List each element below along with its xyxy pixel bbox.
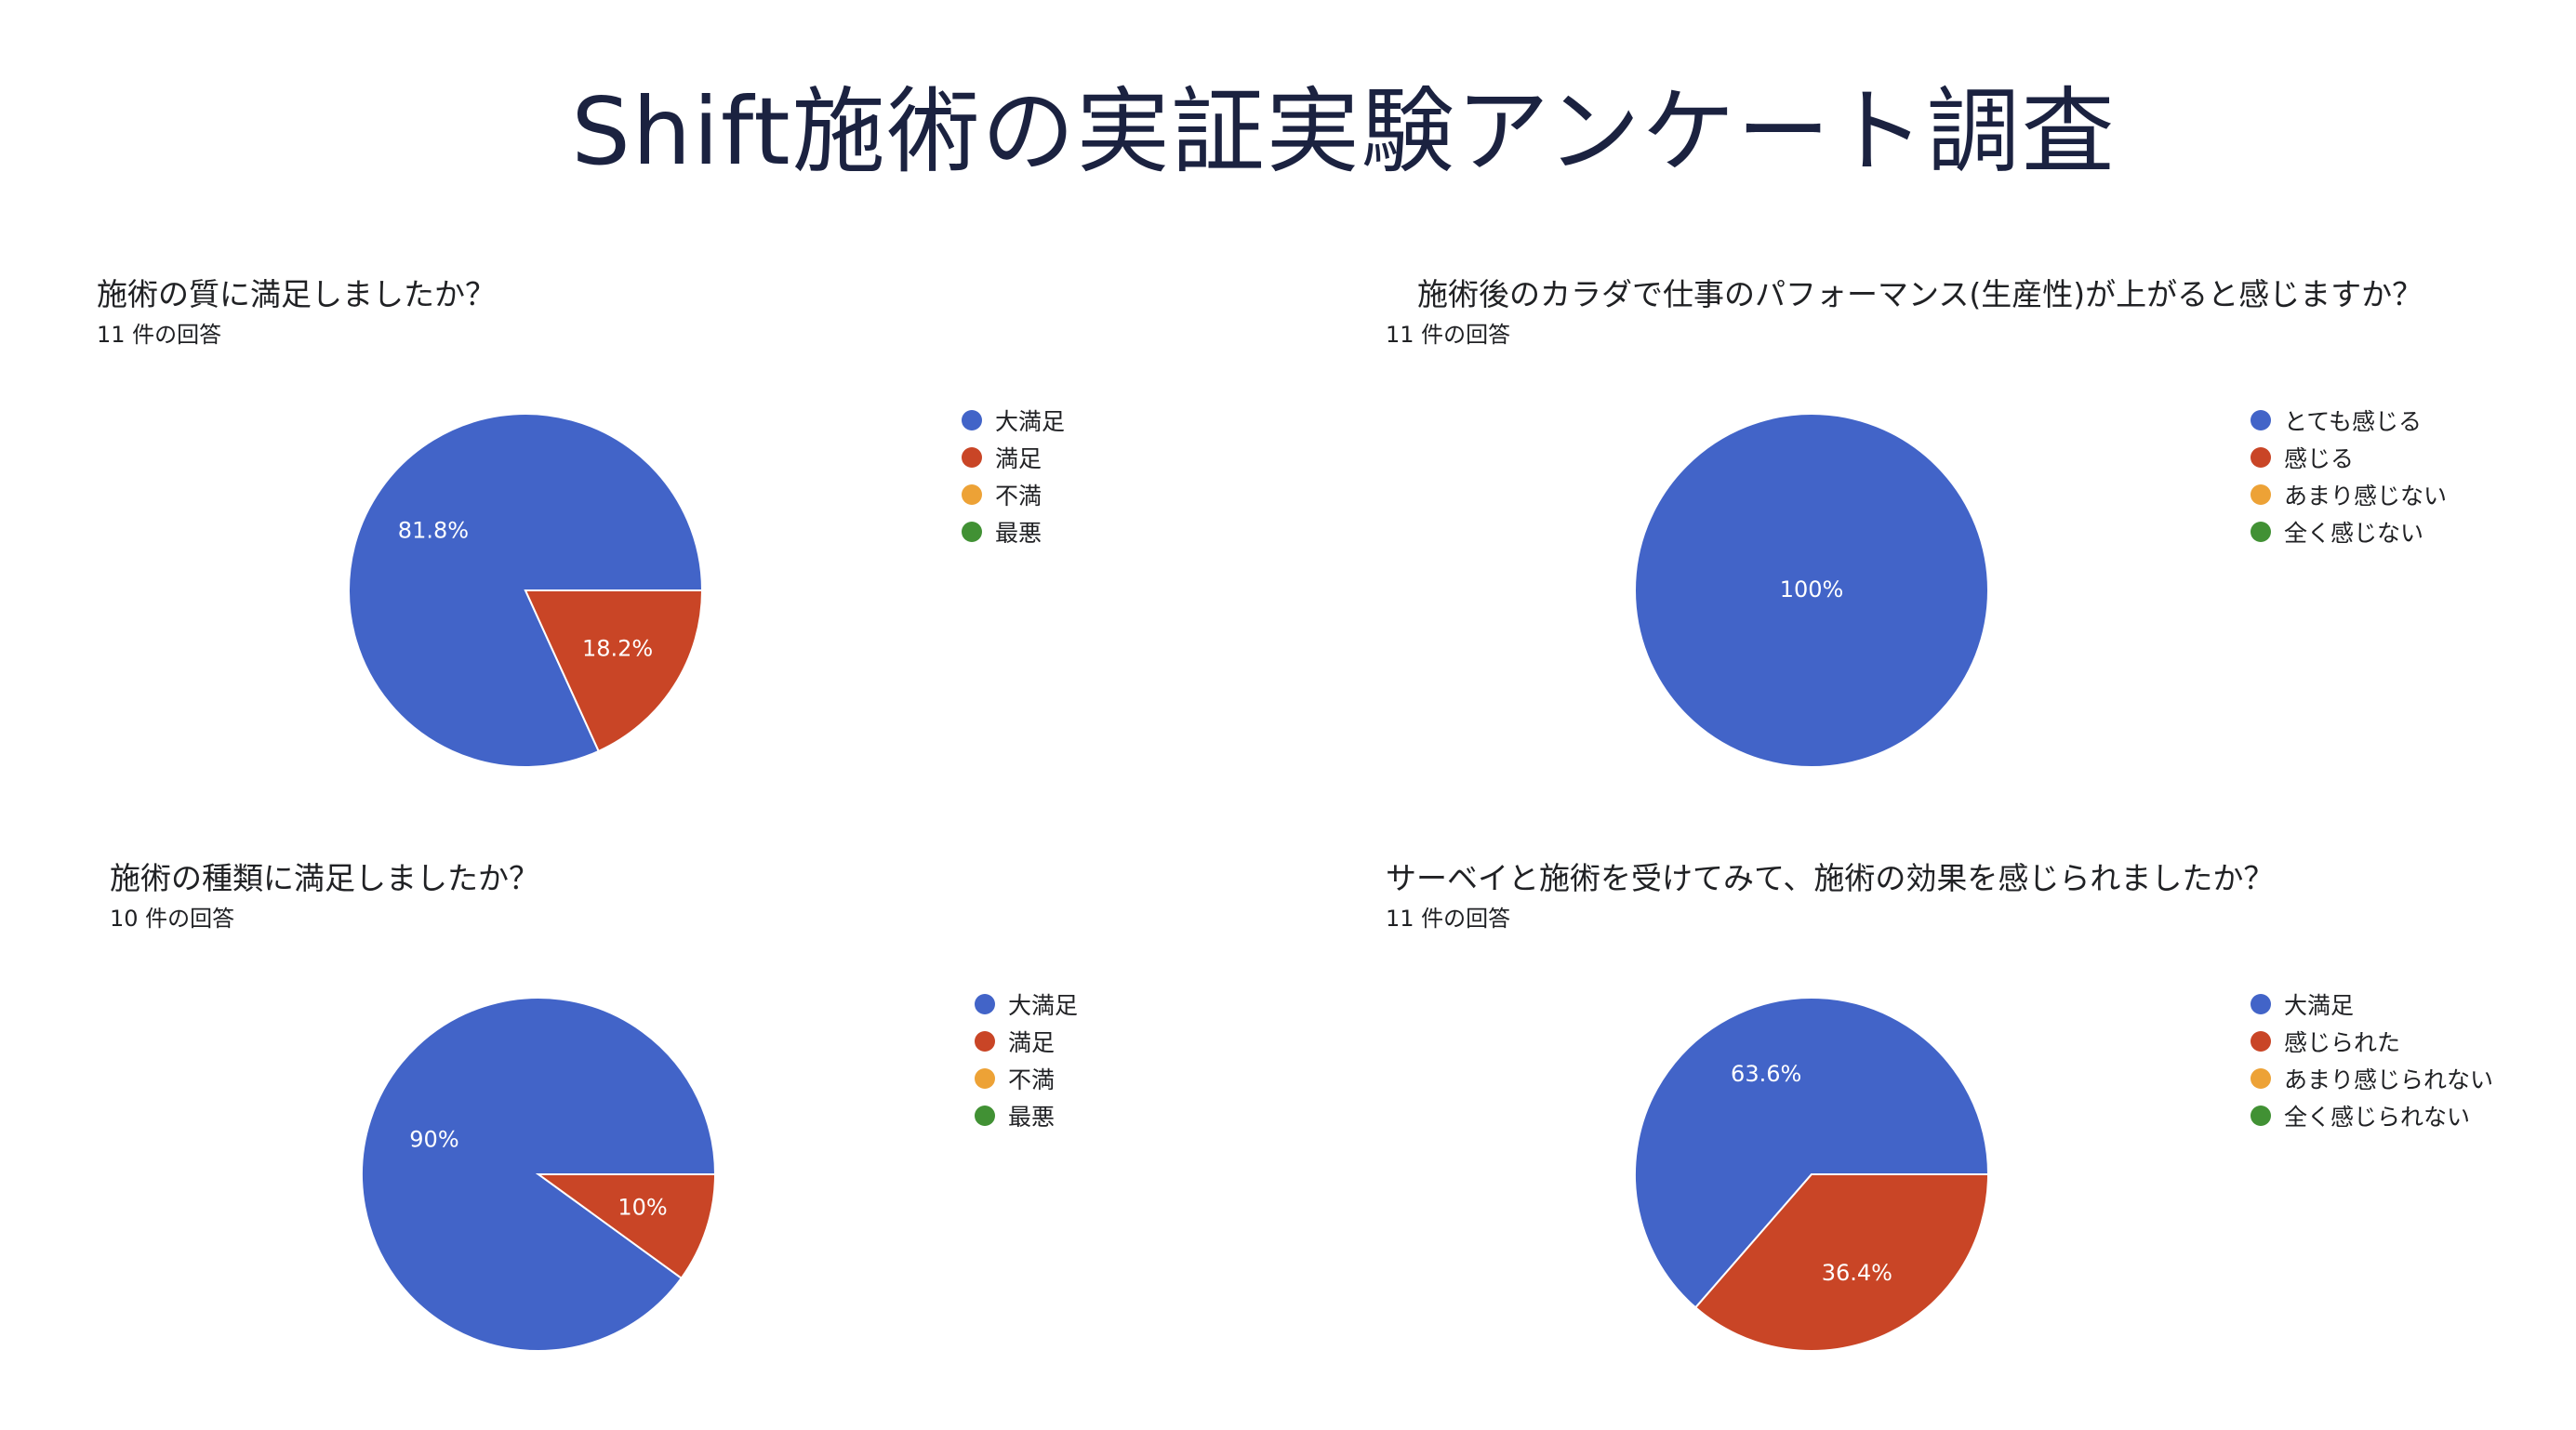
chart-panel-performance: 施術後のカラダで仕事のパフォーマンス(生産性)が上がると感じますか？ 11 件の… xyxy=(1386,270,2576,846)
chart-panel-type: 施術の種類に満足しましたか？ 10 件の回答 90% 10% 大満足満足不満最悪 xyxy=(110,854,1319,1430)
legend-label: 感じられた xyxy=(2284,1029,2401,1056)
response-count: 11 件の回答 xyxy=(97,322,222,348)
legend-swatch xyxy=(975,1068,995,1089)
legend-swatch xyxy=(2251,1031,2271,1052)
legend-swatch xyxy=(2251,410,2271,430)
legend-item[interactable]: あまり感じられない xyxy=(2251,1060,2493,1097)
chart-title: サーベイと施術を受けてみて、施術の効果を感じられましたか？ xyxy=(1386,860,2275,896)
slice-label: 36.4% xyxy=(1822,1260,1892,1286)
legend-item[interactable]: 不満 xyxy=(975,1060,1078,1097)
pie-slice xyxy=(524,589,704,753)
legend-item[interactable]: 感じる xyxy=(2251,439,2447,476)
legend-swatch xyxy=(2251,994,2271,1014)
legend-item[interactable]: 満足 xyxy=(962,439,1065,476)
chart-panel-quality: 施術の質に満足しましたか？ 11 件の回答 81.8% 18.2% 大満足満足不満… xyxy=(97,270,1306,846)
legend-swatch xyxy=(2251,484,2271,505)
pie-slice xyxy=(535,1173,717,1280)
legend-swatch xyxy=(2251,522,2271,542)
response-count: 11 件の回答 xyxy=(1386,906,1511,932)
legend-label: 最悪 xyxy=(1008,1104,1056,1131)
legend-item[interactable]: 全く感じない xyxy=(2251,513,2447,550)
pie-chart: 100% xyxy=(1634,413,1989,768)
page-title: Shift施術の実証実験アンケート調査 xyxy=(571,77,2117,186)
slice-label: 18.2% xyxy=(582,636,653,662)
legend-label: 全く感じない xyxy=(2284,520,2424,547)
legend-item[interactable]: 感じられた xyxy=(2251,1023,2493,1060)
legend-item[interactable]: 満足 xyxy=(975,1023,1078,1060)
legend-swatch xyxy=(962,522,982,542)
chart-legend: 大満足 満足 不満 最悪 xyxy=(962,402,1065,550)
legend-label: 感じる xyxy=(2284,445,2355,472)
pie-slice xyxy=(1634,997,1990,1309)
legend-item[interactable]: とても感じる xyxy=(2251,402,2447,439)
legend-swatch xyxy=(962,447,982,468)
slice-label: 100% xyxy=(1780,576,1844,602)
chart-panel-effect: サーベイと施術を受けてみて、施術の効果を感じられましたか？ 11 件の回答 63… xyxy=(1386,854,2576,1430)
chart-legend: 大満足 満足 不満 最悪 xyxy=(975,986,1078,1134)
legend-label: 大満足 xyxy=(2284,992,2355,1019)
slice-label: 90% xyxy=(409,1127,458,1153)
legend-item[interactable]: 大満足 xyxy=(962,402,1065,439)
response-count: 10 件の回答 xyxy=(110,906,235,932)
legend-label: 全く感じられない xyxy=(2284,1104,2471,1131)
legend-swatch xyxy=(2251,447,2271,468)
chart-title: 施術の質に満足しましたか？ xyxy=(97,276,496,312)
pie-chart: 81.8% 18.2% xyxy=(348,413,704,768)
legend-item[interactable]: 最悪 xyxy=(975,1097,1078,1134)
legend-label: 最悪 xyxy=(995,520,1042,547)
legend-swatch xyxy=(975,1031,995,1052)
pie-slice xyxy=(1634,413,1989,768)
legend-label: 大満足 xyxy=(995,408,1066,435)
pie-slice xyxy=(1693,1173,1990,1352)
legend-label: あまり感じられない xyxy=(2284,1066,2494,1093)
legend-item[interactable]: 大満足 xyxy=(2251,986,2493,1023)
slice-label: 81.8% xyxy=(398,517,469,543)
legend-swatch xyxy=(975,1106,995,1126)
pie-slice xyxy=(348,413,704,768)
legend-label: とても感じる xyxy=(2284,408,2423,435)
pie-chart: 63.6% 36.4% xyxy=(1634,997,1990,1352)
legend-swatch xyxy=(2251,1068,2271,1089)
slice-label: 63.6% xyxy=(1731,1061,1801,1087)
chart-legend: とても感じる 感じるあまり感じない 全く感じない xyxy=(2251,402,2447,550)
legend-label: 不満 xyxy=(995,483,1042,510)
legend-item[interactable]: 不満 xyxy=(962,476,1065,513)
chart-title: 施術後のカラダで仕事のパフォーマンス(生産性)が上がると感じますか？ xyxy=(1417,276,2423,312)
chart-legend: 大満足感じられたあまり感じられない 全く感じられない xyxy=(2251,986,2493,1134)
legend-swatch xyxy=(962,410,982,430)
chart-title: 施術の種類に満足しましたか？ xyxy=(110,860,539,896)
legend-label: 満足 xyxy=(1008,1029,1056,1056)
legend-label: 大満足 xyxy=(1008,992,1079,1019)
response-count: 11 件の回答 xyxy=(1386,322,1511,348)
slice-label: 10% xyxy=(617,1194,667,1220)
legend-swatch xyxy=(962,484,982,505)
legend-label: あまり感じない xyxy=(2284,483,2448,510)
legend-item[interactable]: 最悪 xyxy=(962,513,1065,550)
legend-label: 満足 xyxy=(995,445,1042,472)
legend-item[interactable]: 全く感じられない xyxy=(2251,1097,2493,1134)
legend-label: 不満 xyxy=(1008,1066,1056,1093)
legend-swatch xyxy=(975,994,995,1014)
legend-item[interactable]: 大満足 xyxy=(975,986,1078,1023)
pie-chart: 90% 10% xyxy=(361,997,717,1352)
legend-swatch xyxy=(2251,1106,2271,1126)
legend-item[interactable]: あまり感じない xyxy=(2251,476,2447,513)
